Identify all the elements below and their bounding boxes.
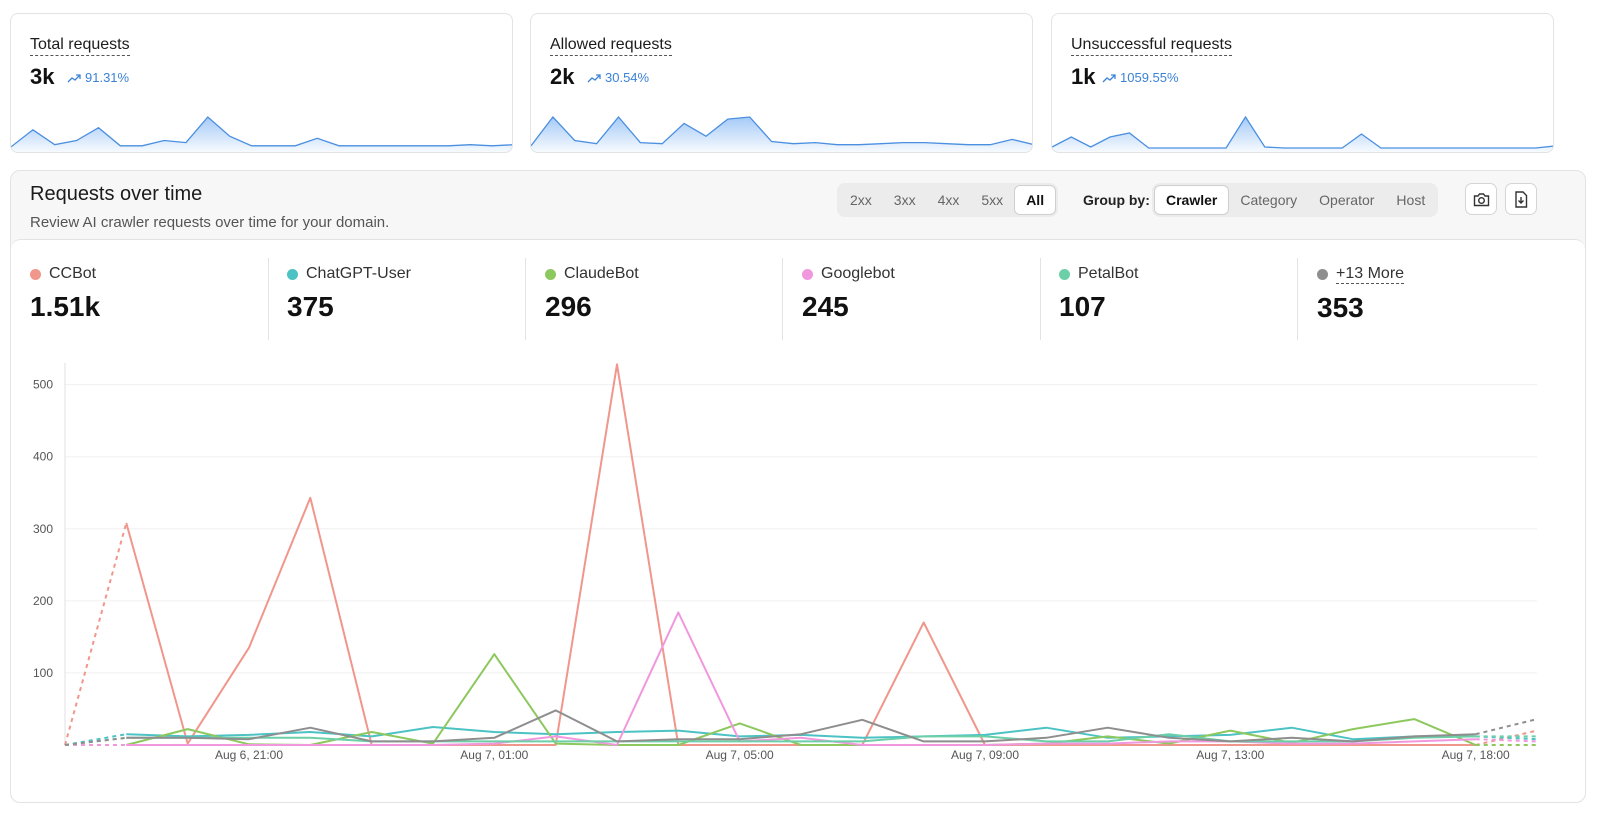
sparkline-line <box>531 115 1032 147</box>
legend-value: 375 <box>287 291 334 322</box>
legend-item-chatgpt-user[interactable]: ChatGPT-User 375 <box>287 265 411 351</box>
series-line-end <box>1475 729 1538 746</box>
group-by-crawler[interactable]: Crawler <box>1154 185 1230 215</box>
series-line-end <box>1475 738 1538 743</box>
legend-item-googlebot[interactable]: Googlebot 245 <box>802 265 895 351</box>
series-line <box>126 733 1476 743</box>
group-by-options: Crawler Category Operator Host <box>1152 183 1439 217</box>
requests-line-chart: 100 200 300 400 500 Aug 6, 21:00 Aug 7, 01:00 A… <box>33 363 1538 762</box>
trend-up-icon <box>67 73 81 82</box>
y-tick-label: 200 <box>33 594 53 608</box>
series-line-start <box>64 736 127 746</box>
legend-dot <box>287 268 298 280</box>
sparkline-line <box>1052 115 1553 149</box>
stat-card-allowed: Allowed requests 2k 30.54% <box>530 13 1033 153</box>
group-by-host[interactable]: Host <box>1396 192 1426 208</box>
camera-icon <box>1473 192 1489 206</box>
legend-value: 245 <box>802 291 849 322</box>
x-tick-label: Aug 7, 01:00 <box>460 748 528 762</box>
stat-trend-value: 1059.55% <box>1120 70 1179 85</box>
stat-card-total: Total requests 3k 91.31% <box>10 13 513 153</box>
legend-label: Googlebot <box>821 265 895 282</box>
legend-label: CCBot <box>49 265 97 282</box>
legend-dot <box>1059 268 1070 280</box>
sparkline-allowed <box>531 115 1032 152</box>
status-filter-all[interactable]: All <box>1014 185 1057 215</box>
panel-title: Requests over time <box>30 183 203 205</box>
x-tick-label: Aug 7, 05:00 <box>706 748 774 762</box>
download-button[interactable] <box>1505 183 1537 215</box>
legend-item-ccbot[interactable]: CCBot 1.51k <box>30 265 100 351</box>
legend-dot <box>802 268 813 280</box>
legend-value: 296 <box>545 291 592 322</box>
group-by-operator[interactable]: Operator <box>1319 192 1375 208</box>
legend-divider <box>268 258 269 340</box>
stat-trend-value: 30.54% <box>605 70 650 85</box>
stat-trend: 30.54% <box>587 70 649 85</box>
y-tick-label: 500 <box>33 378 53 392</box>
group-by-category[interactable]: Category <box>1240 192 1298 208</box>
stat-label[interactable]: Allowed requests <box>550 36 672 56</box>
series-line <box>125 363 1476 746</box>
status-filter-4xx[interactable]: 4xx <box>937 192 960 208</box>
group-by-control: Group by: <box>1075 183 1160 217</box>
trend-up-icon <box>1102 73 1116 82</box>
sparkline-line <box>11 116 512 148</box>
stat-trend: 1059.55% <box>1102 70 1179 85</box>
sparkline-unsuccessful <box>1052 115 1553 152</box>
status-filter: 2xx 3xx 4xx 5xx All <box>837 183 1059 217</box>
legend-dot <box>30 268 41 280</box>
legend-label[interactable]: +13 More <box>1336 265 1405 284</box>
sparkline-total <box>11 116 512 152</box>
screenshot-button[interactable] <box>1465 183 1497 215</box>
x-tick-label: Aug 7, 18:00 <box>1442 748 1510 762</box>
y-tick-label: 400 <box>33 450 53 464</box>
sparkline-area <box>11 117 512 152</box>
series-line <box>126 709 1476 743</box>
legend-divider <box>782 258 783 340</box>
legend-divider <box>1297 258 1298 340</box>
stat-card-unsuccessful: Unsuccessful requests 1k 1059.55% <box>1051 13 1554 153</box>
stat-value: 3k <box>30 64 55 89</box>
x-tick-label: Aug 7, 13:00 <box>1196 748 1264 762</box>
stat-trend: 91.31% <box>67 70 129 85</box>
stat-label[interactable]: Total requests <box>30 36 130 56</box>
status-filter-5xx[interactable]: 5xx <box>981 192 1004 208</box>
x-tick-label: Aug 6, 21:00 <box>215 748 283 762</box>
series-line <box>126 611 1476 746</box>
y-tick-label: 100 <box>33 666 53 680</box>
legend-value: 353 <box>1317 292 1364 323</box>
x-tick-label: Aug 7, 09:00 <box>951 748 1019 762</box>
stat-value: 1k <box>1071 64 1096 89</box>
legend-label: ChatGPT-User <box>306 265 411 282</box>
status-filter-2xx[interactable]: 2xx <box>850 192 872 208</box>
legend-item-petalbot[interactable]: PetalBot 107 <box>1059 265 1138 351</box>
legend-label: PetalBot <box>1078 265 1139 282</box>
stat-trend-value: 91.31% <box>85 70 130 85</box>
stat-cards: Total requests 3k 91.31% Allowed request… <box>10 13 1586 153</box>
legend-dot <box>1317 269 1328 280</box>
download-icon <box>1515 190 1528 208</box>
legend-value: 107 <box>1059 291 1106 322</box>
stat-value: 2k <box>550 64 575 89</box>
legend-value: 1.51k <box>30 291 101 322</box>
y-tick-label: 300 <box>33 522 53 536</box>
series-line-end <box>1475 718 1538 736</box>
series-line-start <box>64 522 128 746</box>
chart-area: CCBot 1.51k ChatGPT-User 375 ClaudeBot 2… <box>11 239 1585 802</box>
sparkline-area <box>1052 117 1553 152</box>
requests-over-time-panel: Requests over time Review AI crawler req… <box>10 170 1586 803</box>
legend-divider <box>1040 258 1041 340</box>
legend-divider <box>525 258 526 340</box>
stat-label[interactable]: Unsuccessful requests <box>1071 36 1232 56</box>
legend-item-claudebot[interactable]: ClaudeBot 296 <box>545 265 639 351</box>
legend-label: ClaudeBot <box>564 265 639 282</box>
group-by-label: Group by: <box>1083 192 1150 208</box>
legend-dot <box>545 268 556 280</box>
status-filter-3xx[interactable]: 3xx <box>893 192 916 208</box>
sparkline-area <box>531 117 1032 152</box>
trend-up-icon <box>587 73 601 82</box>
panel-subtitle: Review AI crawler requests over time for… <box>30 214 390 231</box>
legend-item-more[interactable]: +13 More 353 <box>1317 265 1405 351</box>
